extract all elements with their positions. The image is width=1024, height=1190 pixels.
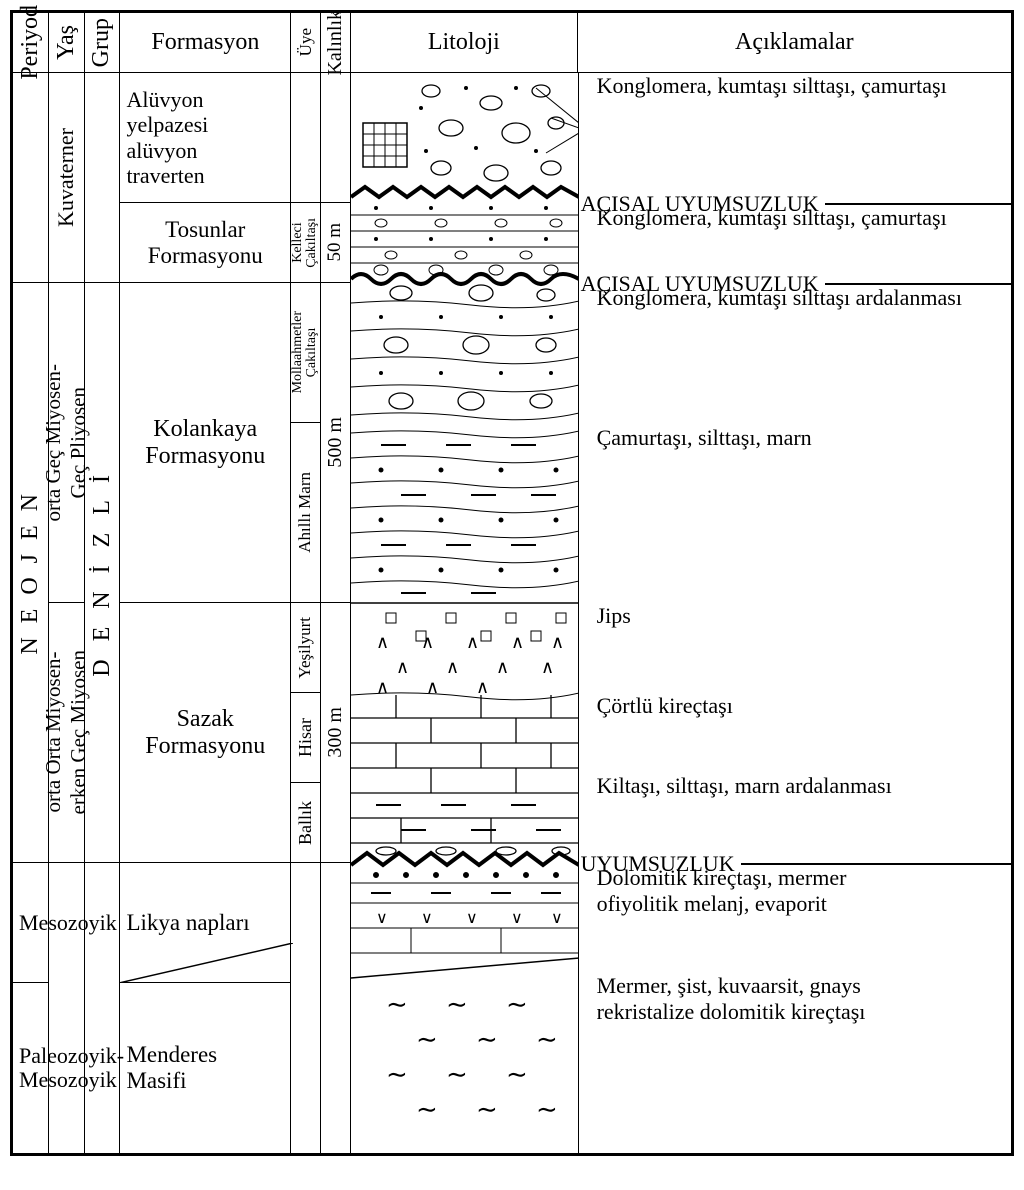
lithology-svg: ∧∧∧∧∧ ∧∧∧∧ ∧∧∧ <box>351 73 578 1153</box>
age-ortagec: orta Geç Miyosen- Geç Pliyosen <box>41 364 91 521</box>
svg-text:∧: ∧ <box>511 632 524 652</box>
stratigraphic-column-table: Periyod Yaş Grup Formasyon Üye Kalınlık … <box>10 10 1014 1156</box>
desc-9b: rekristalize dolomitik kireçtaşı <box>597 999 866 1024</box>
form-kolankaya: Kolankaya Formasyonu <box>145 416 265 470</box>
desc-5: Jips <box>597 603 631 628</box>
form-aluvyon: Alüvyon yelpazesi alüvyon traverten <box>120 87 208 188</box>
form-menderes: Menderes Masifi <box>126 1042 217 1095</box>
thick-300: 300 m <box>324 707 347 758</box>
svg-text:∧: ∧ <box>396 657 409 677</box>
litho-tosunlar-icon <box>351 206 578 275</box>
desc-1a: Konglomera, kumtaşı <box>597 73 788 98</box>
hdr-kalinlik: Kalınlık <box>321 13 351 73</box>
desc-3b: silttaşı ardalanması <box>793 285 962 310</box>
svg-text:∧: ∧ <box>376 632 389 652</box>
col-litoloji: ∧∧∧∧∧ ∧∧∧∧ ∧∧∧ <box>351 73 579 1153</box>
svg-text:∧: ∧ <box>466 632 479 652</box>
svg-text:∼: ∼ <box>386 1060 408 1089</box>
member-hisar: Hisar <box>295 718 316 757</box>
desc-3a: Konglomera, kumtaşı <box>597 285 788 310</box>
svg-text:∼: ∼ <box>386 990 408 1019</box>
col-yas: Kuvaterner orta Geç Miyosen- Geç Pliyose… <box>49 73 85 1153</box>
member-yesilyurt: Yeşilyurt <box>295 617 315 679</box>
desc-7a: Kiltaşı, silttaşı, <box>597 773 730 798</box>
svg-text:∨: ∨ <box>551 910 563 927</box>
svg-text:∧: ∧ <box>541 657 554 677</box>
svg-text:∧: ∧ <box>421 632 434 652</box>
litho-kolankaya-upper-icon <box>351 285 578 420</box>
member-ballik: Ballık <box>295 801 316 845</box>
form-sazak: Sazak Formasyonu <box>145 706 265 760</box>
litho-claystone-icon <box>351 768 578 855</box>
svg-text:∼: ∼ <box>476 1025 498 1054</box>
unconformity-zigzag-icon <box>351 274 578 284</box>
hdr-yas: Yaş <box>49 13 85 73</box>
svg-text:∼: ∼ <box>506 1060 528 1089</box>
litho-kolankaya-lower-icon <box>351 431 578 593</box>
svg-text:∼: ∼ <box>416 1095 438 1124</box>
hdr-aciklamalar: Açıklamalar <box>578 13 1011 73</box>
desc-9a: Mermer, şist, kuvaarsit, gnays <box>597 973 861 998</box>
svg-text:∧: ∧ <box>496 657 509 677</box>
hdr-litoloji: Litoloji <box>351 13 578 73</box>
col-formasyon: Alüvyon yelpazesi alüvyon traverten Tosu… <box>120 73 291 1153</box>
svg-text:∼: ∼ <box>416 1025 438 1054</box>
unconformity-zigzag-icon <box>351 187 578 197</box>
litho-limestone-icon <box>351 695 578 768</box>
svg-text:∼: ∼ <box>476 1095 498 1124</box>
svg-text:∨: ∨ <box>421 910 433 927</box>
header-row: Periyod Yaş Grup Formasyon Üye Kalınlık … <box>13 13 1011 73</box>
age-ortaorta: orta Orta Miyosen- erken Geç Miyosen <box>41 650 91 814</box>
svg-text:∼: ∼ <box>536 1025 558 1054</box>
svg-text:∼: ∼ <box>446 1060 468 1089</box>
svg-text:∨: ∨ <box>466 910 478 927</box>
member-kelleci: Kelleci Çakıltaşı <box>291 218 319 268</box>
desc-2a: Konglomera, kumtaşı <box>597 205 788 230</box>
svg-text:∼: ∼ <box>446 990 468 1019</box>
svg-text:∨: ∨ <box>376 910 388 927</box>
member-mollaahmetler: Mollaahmetler Çakıltaşı <box>291 311 319 393</box>
thick-50: 50 m <box>324 223 346 262</box>
svg-text:∼: ∼ <box>536 1095 558 1124</box>
litho-alluvium-icon <box>363 85 578 181</box>
col-uye: Kelleci Çakıltaşı Mollaahmetler Çakıltaş… <box>291 73 321 1153</box>
svg-text:∼: ∼ <box>506 990 528 1019</box>
desc-2b: silttaşı, çamurtaşı <box>793 205 947 230</box>
group-denizli: D E N İ Z L İ <box>89 469 116 677</box>
col-kalinlik: 50 m 500 m 300 m <box>321 73 351 1153</box>
hdr-grup: Grup <box>85 13 121 73</box>
form-tosunlar: Tosunlar Formasyonu <box>148 217 263 269</box>
col-periyod: N E O J E N Mesozoyik Paleozoyik- Mesozo… <box>13 73 49 1153</box>
litho-gypsum-icon: ∧∧∧∧∧ ∧∧∧∧ ∧∧∧ <box>376 613 566 697</box>
desc-7b: marn ardalanması <box>735 773 892 798</box>
desc-8a: Dolomitik kireçtaşı, mermer <box>597 865 847 890</box>
period-neojen: N E O J E N <box>17 490 44 655</box>
age-kuvaterner: Kuvaterner <box>53 128 79 227</box>
desc-4: Çamurtaşı, silttaşı, marn <box>597 425 812 450</box>
diagonal-contact-icon <box>119 943 293 983</box>
desc-6: Çörtlü kireçtaşı <box>597 693 733 718</box>
col-aciklamalar: Konglomera, kumtaşı silttaşı, çamurtaşı … <box>579 73 1011 1153</box>
svg-text:∧: ∧ <box>476 677 489 697</box>
member-ahilli: Ahıllı Marn <box>295 472 315 553</box>
hdr-periyod: Periyod <box>13 13 49 73</box>
hdr-uye: Üye <box>291 13 321 73</box>
desc-8b: ofiyolitik melanj, evaporit <box>597 891 827 916</box>
body: N E O J E N Mesozoyik Paleozoyik- Mesozo… <box>13 73 1011 1153</box>
thick-500: 500 m <box>324 417 347 468</box>
hdr-formasyon: Formasyon <box>120 13 291 73</box>
litho-schist-icon: ∼ ∼ ∼ ∼ ∼ ∼ ∼ ∼ ∼ ∼ ∼ ∼ <box>386 990 558 1124</box>
desc-1b: silttaşı, çamurtaşı <box>793 73 947 98</box>
svg-text:∧: ∧ <box>446 657 459 677</box>
litho-likya-icon: ∨ ∨ ∨ ∨ ∨ <box>351 873 578 979</box>
svg-text:∧: ∧ <box>376 677 389 697</box>
svg-text:∧: ∧ <box>551 632 564 652</box>
svg-text:∨: ∨ <box>511 910 523 927</box>
col-grup: D E N İ Z L İ <box>85 73 121 1153</box>
form-likya: Likya napları <box>126 910 249 936</box>
